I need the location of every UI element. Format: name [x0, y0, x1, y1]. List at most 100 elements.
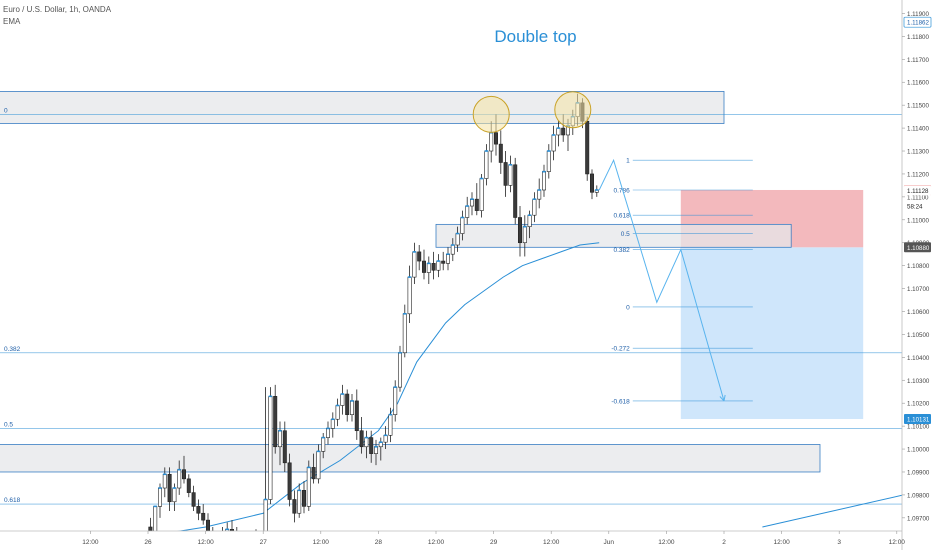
price-badge-label: 1.11128 — [907, 188, 929, 195]
x-tick-label: 12:00 — [313, 539, 330, 546]
candle-up — [445, 253, 450, 264]
candle-up — [537, 189, 542, 200]
candle-down — [354, 400, 359, 432]
candle-up — [407, 276, 412, 315]
price-badge-plain — [904, 185, 931, 196]
y-tick-label: 1.11200 — [907, 171, 929, 178]
price-badge-label: 1.10880 — [907, 245, 930, 252]
candle-up — [460, 217, 465, 234]
x-tick-label: 12:00 — [428, 539, 445, 546]
candle-down — [441, 260, 446, 264]
fib-label: 0 — [626, 304, 630, 311]
candle-up — [335, 405, 340, 420]
candle-up — [397, 352, 402, 388]
y-tick-label: 1.11700 — [907, 57, 929, 64]
price-badge-outline — [903, 16, 932, 28]
candle-down — [513, 164, 518, 218]
y-tick-label: 1.10500 — [907, 332, 930, 339]
y-tick-label: 1.09800 — [907, 492, 930, 499]
candle-down — [167, 473, 172, 503]
candle-up — [306, 467, 311, 507]
y-tick-label: 1.11800 — [907, 34, 929, 41]
ema-line — [177, 242, 600, 531]
candle-up — [450, 244, 455, 255]
candle-up — [556, 127, 561, 136]
price-badge-target — [904, 414, 931, 425]
candle-up — [412, 251, 417, 278]
candle-down — [191, 492, 196, 507]
price-badge-label: 1.10131 — [907, 417, 930, 424]
candle-up — [330, 418, 335, 429]
candle-up — [153, 506, 158, 531]
price-badge-entry — [904, 242, 931, 253]
candle-down — [561, 127, 566, 136]
candle-down — [359, 430, 364, 448]
indicator-label: EMA — [3, 17, 21, 26]
plot-area: 0 0.382 0.5 0.618 1 0.786 0.618 0.5 0.382 0 -0.272… — [0, 91, 902, 546]
chart-title: Double top — [494, 27, 577, 46]
zone-resistance — [0, 91, 725, 124]
y-tick-label: 1.10100 — [907, 424, 930, 431]
candle-up — [484, 150, 489, 179]
candle-up — [277, 430, 282, 448]
fib-label: 0.5 — [621, 231, 630, 238]
y-tick-label: 1.09700 — [907, 515, 930, 522]
candle-down — [585, 120, 590, 175]
candle-down — [431, 263, 436, 271]
zone-lower — [0, 444, 821, 473]
candle-up — [393, 386, 398, 415]
y-tick-label: 1.11000 — [907, 217, 929, 224]
candle-up — [316, 451, 321, 480]
candle-up — [364, 437, 369, 448]
candle-down — [498, 143, 503, 163]
candle-down — [292, 499, 297, 514]
double-top-circle — [554, 91, 592, 129]
candle-down — [369, 437, 374, 454]
y-tick-label: 1.11600 — [907, 80, 929, 87]
candle-up — [479, 178, 484, 211]
candle-up — [172, 487, 177, 503]
candle-up — [541, 171, 546, 191]
candle-down — [273, 396, 278, 448]
level-label: 0.618 — [4, 497, 21, 504]
double-top-circle — [472, 95, 510, 133]
x-tick-label: 3 — [837, 539, 841, 546]
x-tick-label: 2 — [722, 539, 726, 546]
x-tick-label: 12:00 — [658, 539, 675, 546]
fib-label: 0.618 — [614, 213, 631, 220]
candle-down — [589, 173, 594, 193]
candle-down — [235, 532, 238, 539]
y-tick-label: 1.10200 — [907, 401, 930, 408]
candle-down — [421, 260, 426, 273]
level-label: 0.5 — [4, 421, 13, 428]
x-tick-label: 28 — [375, 539, 383, 546]
candle-up — [546, 150, 551, 172]
price-badge-label: 58:24 — [907, 204, 923, 211]
candle-down — [148, 526, 153, 531]
fib-label: 0.382 — [614, 247, 631, 254]
candle-up — [158, 487, 163, 507]
x-tick-label: 12:00 — [773, 539, 790, 546]
candle-down — [287, 462, 292, 500]
candle-up — [527, 214, 532, 227]
candle-down — [182, 469, 187, 480]
y-tick-label: 1.11900 — [907, 11, 929, 18]
candle-up — [297, 490, 302, 514]
candle-up — [349, 400, 354, 415]
candle-up — [489, 132, 494, 152]
x-tick-label: 12:00 — [197, 539, 214, 546]
candle-up — [455, 233, 460, 246]
candle-up — [532, 198, 537, 216]
candle-up — [245, 541, 248, 546]
projection-path — [598, 158, 725, 402]
symbol-label: Euro / U.S. Dollar, 1h, OANDA — [3, 5, 112, 14]
candle-up — [383, 434, 388, 443]
candle-up — [465, 205, 470, 218]
y-tick-label: 1.10800 — [907, 263, 930, 270]
y-tick-label: 1.10700 — [907, 286, 930, 293]
candle-down — [474, 198, 479, 211]
x-tick-label: 29 — [490, 539, 498, 546]
y-tick-label: 1.10300 — [907, 378, 930, 385]
candle-up — [340, 393, 345, 406]
